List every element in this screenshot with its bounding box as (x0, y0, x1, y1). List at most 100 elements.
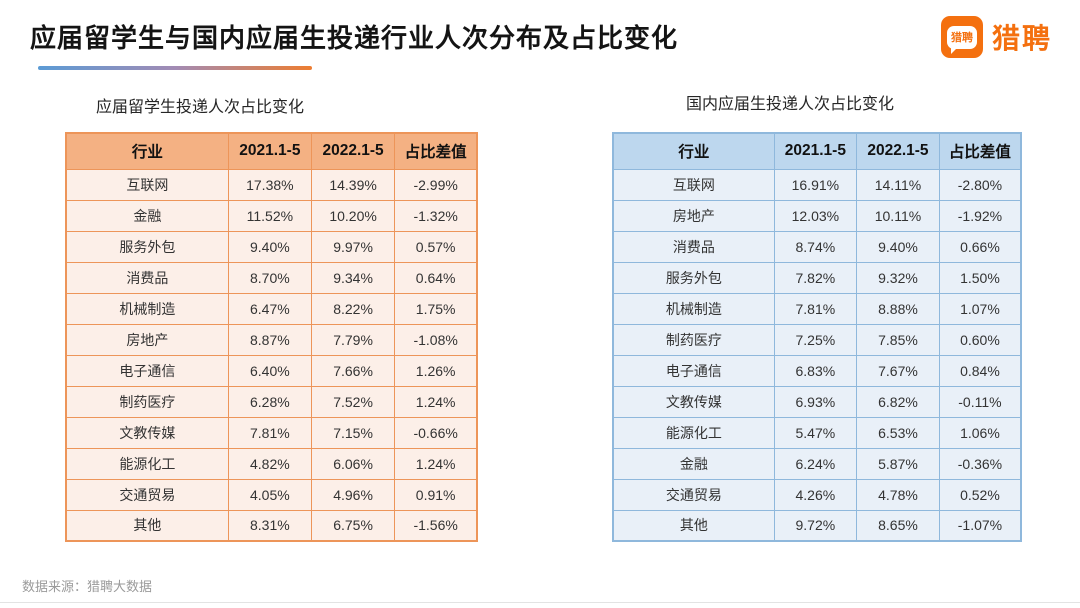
table-body: 互联网 16.91% 14.11% -2.80% 房地产 12.03% 10.11% -1.9… (612, 168, 1022, 542)
table-cell: 0.60% (938, 323, 1022, 356)
table-cell: 其他 (612, 509, 775, 542)
table-cell: 8.74% (773, 230, 858, 263)
table-cell: 8.87% (227, 323, 312, 356)
table-cell: -1.56% (394, 509, 478, 542)
table-cell: 8.70% (227, 261, 312, 294)
table-cell: -1.32% (394, 199, 478, 232)
table-row: 房地产 8.87% 7.79% -1.08% (65, 323, 478, 356)
table-cell: 12.03% (773, 199, 858, 232)
table-cell: 其他 (65, 509, 229, 542)
table-cell: 房地产 (65, 323, 229, 356)
table-cell: 16.91% (773, 168, 858, 201)
column-header-cell: 占比差值 (394, 132, 478, 170)
table-cell: 能源化工 (612, 416, 775, 449)
data-source-note: 数据来源：猎聘大数据 (22, 579, 153, 594)
table-cell: 8.22% (310, 292, 396, 325)
table-cell: 1.24% (394, 385, 478, 418)
table-cell: 6.75% (310, 509, 396, 542)
table-row: 交通贸易 4.05% 4.96% 0.91% (65, 478, 478, 511)
table-header-row: 行业 2021.1-5 2022.1-5 占比差值 (612, 132, 1022, 170)
column-header-cell: 占比差值 (938, 132, 1022, 170)
logo-wordmark: 猎聘 (991, 23, 1052, 54)
column-header-cell: 2022.1-5 (310, 132, 396, 170)
table-row: 金融 11.52% 10.20% -1.32% (65, 199, 478, 232)
table-cell: 6.82% (856, 385, 940, 418)
table-cell: 14.39% (310, 168, 396, 201)
table-cell: 6.47% (227, 292, 312, 325)
table-cell: 9.40% (856, 230, 940, 263)
table-cell: 14.11% (856, 168, 940, 201)
table-cell: 7.79% (310, 323, 396, 356)
table-cell: 服务外包 (65, 230, 229, 263)
table-row: 机械制造 7.81% 8.88% 1.07% (612, 292, 1022, 325)
table-cell: 7.82% (773, 261, 858, 294)
table-cell: 互联网 (65, 168, 229, 201)
overseas-graduates-table: 行业 2021.1-5 2022.1-5 占比差值 互联网 17.38% 14.39% -2… (65, 132, 478, 542)
table-cell: 5.47% (773, 416, 858, 449)
table-cell: 9.40% (227, 230, 312, 263)
left-table-title: 应届留学生投递人次占比变化 (96, 99, 305, 116)
column-header-cell: 行业 (65, 132, 229, 170)
table-cell: 1.26% (394, 354, 478, 387)
table-row: 能源化工 4.82% 6.06% 1.24% (65, 447, 478, 480)
table-row: 其他 9.72% 8.65% -1.07% (612, 509, 1022, 542)
table-cell: -0.11% (938, 385, 1022, 418)
table-cell: 服务外包 (612, 261, 775, 294)
table-cell: 电子通信 (612, 354, 775, 387)
table-cell: 金融 (65, 199, 229, 232)
table-cell: 9.97% (310, 230, 396, 263)
table-header-row: 行业 2021.1-5 2022.1-5 占比差值 (612, 132, 1022, 170)
title-underline-accent (38, 66, 312, 70)
table-cell: 9.72% (773, 509, 858, 542)
table-cell: -2.99% (394, 168, 478, 201)
table-cell: 7.81% (227, 416, 312, 449)
table-cell: 0.66% (938, 230, 1022, 263)
table-cell: 8.31% (227, 509, 312, 542)
page-title: 应届留学生与国内应届生投递行业人次分布及占比变化 (30, 23, 679, 53)
column-header-cell: 2021.1-5 (773, 132, 858, 170)
table-row: 服务外包 7.82% 9.32% 1.50% (612, 261, 1022, 294)
table-cell: 6.93% (773, 385, 858, 418)
table-cell: 制药医疗 (612, 323, 775, 356)
table-cell: 消费品 (612, 230, 775, 263)
table-cell: 4.96% (310, 478, 396, 511)
right-table-title: 国内应届生投递人次占比变化 (686, 96, 895, 113)
logo-bubble-text: 猎聘 (950, 32, 973, 44)
table-cell: 1.07% (938, 292, 1022, 325)
liepin-logo: 猎聘 猎聘 (940, 16, 1052, 58)
table-row: 制药医疗 7.25% 7.85% 0.60% (612, 323, 1022, 356)
table-cell: -0.66% (394, 416, 478, 449)
table-cell: 1.06% (938, 416, 1022, 449)
table-cell: 0.91% (394, 478, 478, 511)
table-cell: 1.75% (394, 292, 478, 325)
table-cell: 7.52% (310, 385, 396, 418)
table-cell: 8.65% (856, 509, 940, 542)
table-header-row: 行业 2021.1-5 2022.1-5 占比差值 (65, 132, 478, 170)
liepin-logo-icon: 猎聘 (940, 16, 983, 58)
column-header-cell: 2022.1-5 (856, 132, 940, 170)
table-cell: 0.57% (394, 230, 478, 263)
table-cell: 金融 (612, 447, 775, 480)
table-row: 电子通信 6.40% 7.66% 1.26% (65, 354, 478, 387)
table-cell: 1.24% (394, 447, 478, 480)
column-header-cell: 行业 (612, 132, 775, 170)
table-row: 消费品 8.70% 9.34% 0.64% (65, 261, 478, 294)
table-cell: 0.52% (938, 478, 1022, 511)
table-cell: 9.34% (310, 261, 396, 294)
table-cell: 6.83% (773, 354, 858, 387)
table-cell: 4.78% (856, 478, 940, 511)
table-row: 文教传媒 6.93% 6.82% -0.11% (612, 385, 1022, 418)
table-cell: -2.80% (938, 168, 1022, 201)
table-row: 文教传媒 7.81% 7.15% -0.66% (65, 416, 478, 449)
table-cell: 4.26% (773, 478, 858, 511)
table-cell: 7.81% (773, 292, 858, 325)
table-cell: -0.36% (938, 447, 1022, 480)
table-cell: 17.38% (227, 168, 312, 201)
table-cell: 0.64% (394, 261, 478, 294)
table-row: 交通贸易 4.26% 4.78% 0.52% (612, 478, 1022, 511)
table-cell: 互联网 (612, 168, 775, 201)
table-cell: 0.84% (938, 354, 1022, 387)
table-cell: 交通贸易 (65, 478, 229, 511)
table-cell: 消费品 (65, 261, 229, 294)
